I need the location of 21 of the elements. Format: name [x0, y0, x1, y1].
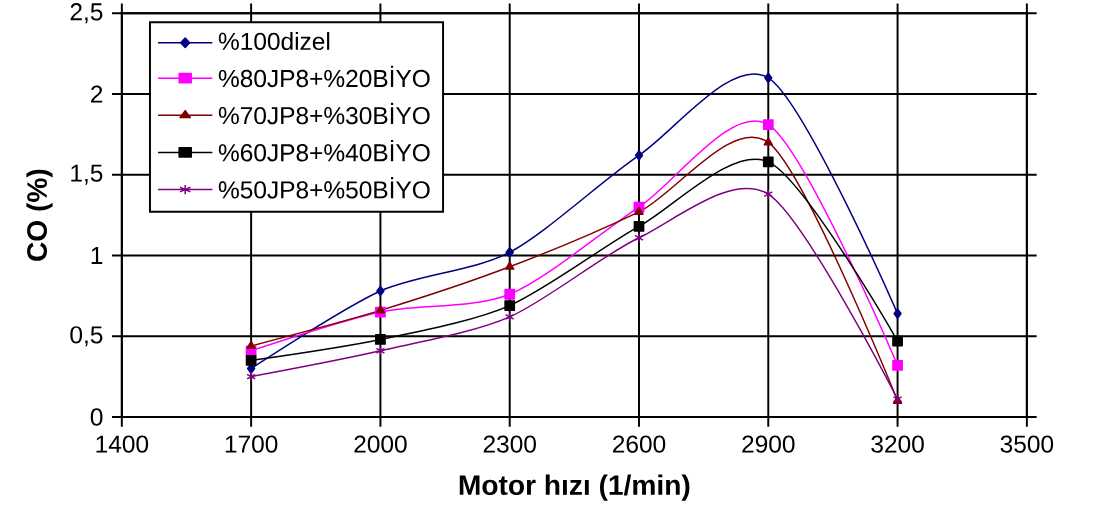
- x-tick-label: 2900: [742, 435, 795, 453]
- y-tick-label: 0: [90, 408, 103, 426]
- x-tick-label: 3200: [871, 435, 924, 453]
- x-tick-label: 3500: [1000, 435, 1054, 453]
- y-tick-label: 2,5: [70, 3, 103, 24]
- legend-label: %70JP8+%30BİYO: [218, 102, 430, 125]
- y-tick-label: 0,5: [70, 326, 103, 347]
- x-tick-label: 1400: [96, 435, 149, 453]
- x-tick-label: 1700: [225, 435, 278, 453]
- legend-label: %50JP8+%50BİYO: [218, 177, 430, 199]
- y-tick-label: 1,5: [71, 164, 103, 185]
- x-tick-label: 2600: [613, 435, 666, 453]
- y-tick-label: 2: [91, 85, 103, 103]
- x-axis-title: Motor hızı (1/min): [459, 474, 690, 501]
- x-tick-label: 2000: [354, 435, 407, 453]
- legend-label: %100dizel: [218, 32, 330, 51]
- y-axis-title: CO (%): [26, 169, 53, 261]
- y-tick-label: 1: [91, 247, 103, 264]
- x-tick-label: 2300: [483, 435, 536, 453]
- legend-label: %80JP8+%20BİYO: [218, 65, 430, 88]
- legend-label: %60JP8+%40BİYO: [218, 140, 430, 162]
